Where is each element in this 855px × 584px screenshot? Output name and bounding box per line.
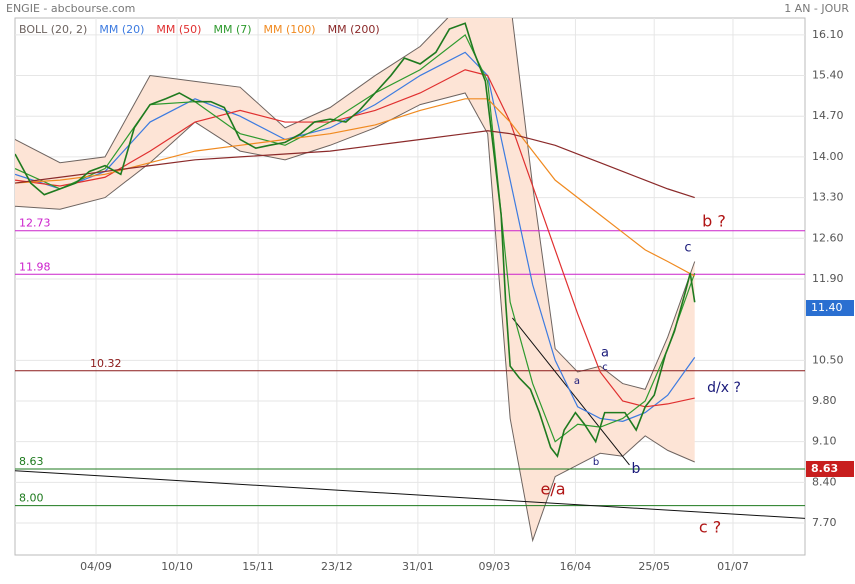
plot-frame [14, 17, 806, 556]
x-tick-label: 10/10 [161, 560, 193, 573]
y-tick-label: 10.50 [812, 353, 844, 366]
legend-entry: MM (200) [328, 23, 380, 36]
legend-entry: BOLL (20, 2) [19, 23, 87, 36]
bollinger-lower [15, 92, 695, 543]
x-tick-label: 31/01 [402, 560, 434, 573]
y-tick-label: 7.70 [812, 516, 837, 529]
bollinger-upper [15, 18, 696, 390]
y-tick-label: 9.10 [812, 435, 837, 448]
annotation: c [602, 362, 608, 373]
annotation: a [574, 376, 580, 387]
trend-line [512, 317, 630, 466]
legend-entry: MM (7) [213, 23, 251, 36]
period: 1 AN - JOUR [784, 2, 849, 15]
annotation: b [593, 457, 599, 468]
annotation: a [601, 346, 609, 361]
x-tick-label: 16/04 [560, 560, 592, 573]
moving-average [15, 33, 696, 443]
y-tick-label: 9.80 [812, 394, 837, 407]
moving-average [15, 98, 695, 277]
annotation: e/a [540, 480, 565, 499]
annotation: c ? [699, 518, 721, 537]
level-label: 8.00 [19, 492, 44, 505]
last-price-label: 11.40 [811, 301, 843, 314]
moving-average [15, 69, 695, 408]
level-label: 10.32 [90, 357, 122, 370]
y-tick-label: 13.30 [812, 191, 844, 204]
x-tick-label: 09/03 [479, 560, 511, 573]
legend: BOLL (20, 2) MM (20) MM (50) MM (7) MM (100)… [19, 23, 380, 36]
price-tag-label: 8.63 [811, 462, 838, 475]
level-label: 11.98 [19, 260, 51, 273]
trend-line [15, 470, 805, 519]
x-tick-label: 25/05 [638, 560, 670, 573]
legend-entry: MM (20) [99, 23, 144, 36]
y-tick-label: 8.40 [812, 475, 837, 488]
moving-average [15, 51, 696, 422]
x-tick-label: 01/07 [717, 560, 749, 573]
level-label: 8.63 [19, 455, 44, 468]
legend-entry: MM (100) [264, 23, 316, 36]
moving-average [15, 130, 695, 199]
last-price-tag [806, 300, 854, 317]
x-tick-label: 04/09 [80, 560, 112, 573]
x-tick-label: 23/12 [321, 560, 353, 573]
annotation: b [632, 461, 641, 477]
bollinger-band [15, 18, 695, 541]
x-tick-label: 15/11 [242, 560, 274, 573]
y-tick-label: 11.90 [812, 272, 844, 285]
legend-entry: MM (50) [156, 23, 201, 36]
y-tick-label: 15.40 [812, 69, 844, 82]
annotation: c [684, 241, 691, 256]
y-tick-label: 14.70 [812, 109, 844, 122]
price-line [15, 22, 696, 458]
chart-title: ENGIE - abcbourse.com [6, 2, 135, 15]
y-tick-label: 12.60 [812, 231, 844, 244]
annotation: d/x ? [707, 380, 741, 396]
y-tick-label: 16.10 [812, 28, 844, 41]
level-label: 12.73 [19, 217, 51, 230]
price-tag [806, 460, 854, 477]
annotation: b ? [702, 212, 726, 231]
y-tick-label: 14.00 [812, 150, 844, 163]
